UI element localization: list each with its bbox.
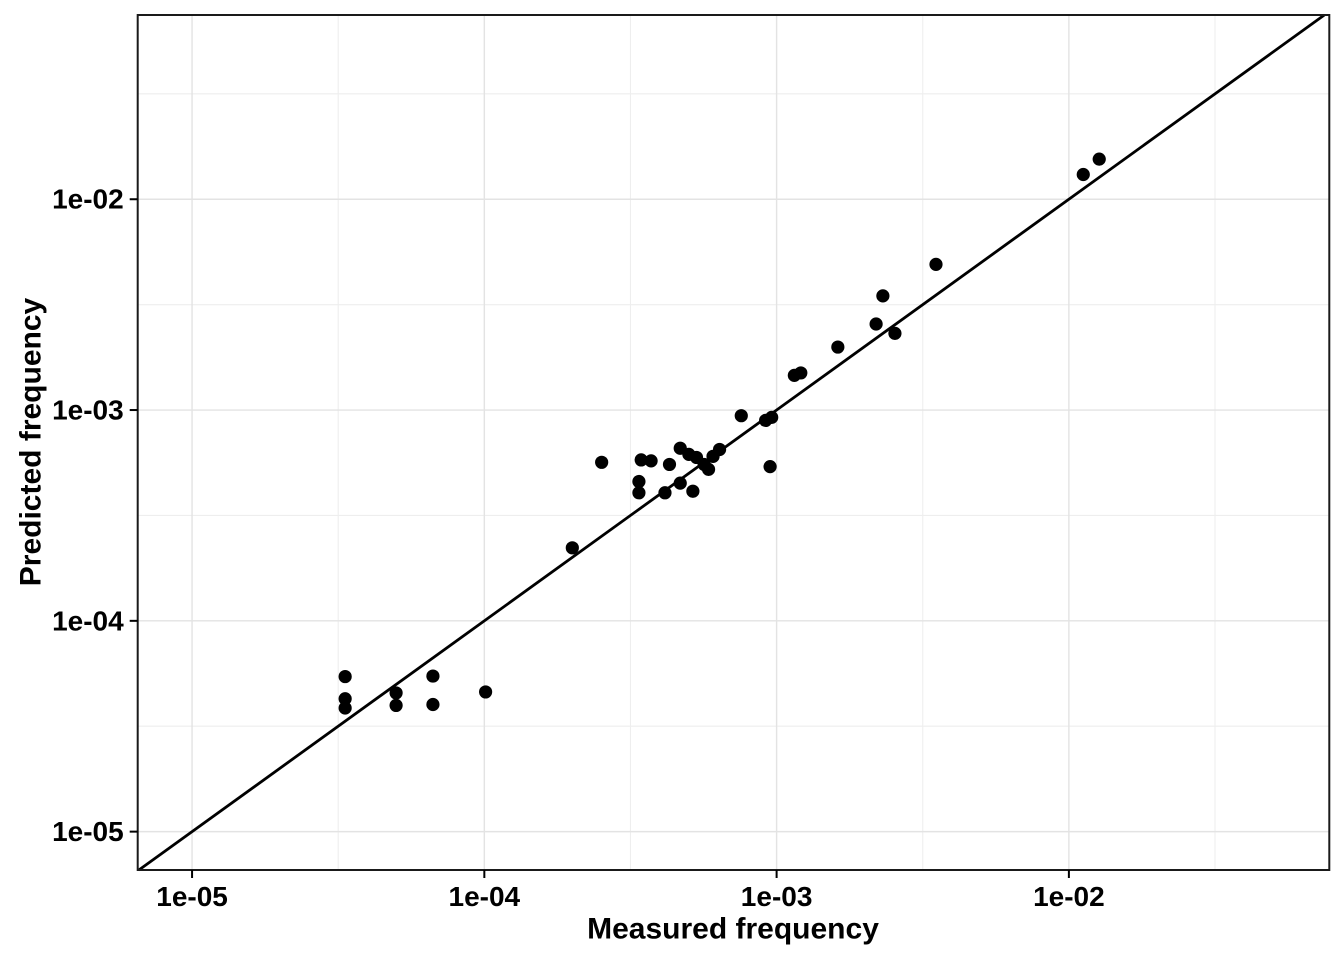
identity-line: [138, 13, 1326, 872]
y-tick-label: 1e-05: [52, 816, 124, 847]
data-point: [794, 366, 808, 380]
data-point: [929, 257, 943, 271]
data-point: [634, 453, 648, 467]
x-tick-label: 1e-04: [449, 881, 521, 912]
identity-line-layer: [138, 13, 1326, 872]
data-point: [658, 486, 672, 500]
axes: 1e-05 1e-04 1e-03 1e-02 1e-05 1e-04 1e-03 1e-02: [52, 14, 1331, 912]
y-axis-title: Predicted frequency: [15, 297, 48, 586]
x-axis-title: Measured frequency: [587, 913, 879, 946]
data-point: [869, 317, 883, 331]
data-point: [338, 701, 352, 715]
data-point: [876, 289, 890, 303]
y-tick-label: 1e-02: [52, 184, 124, 215]
data-point: [426, 697, 440, 712]
data-point: [478, 685, 493, 699]
data-point: [632, 474, 646, 489]
data-point: [338, 669, 352, 684]
x-tick-label: 1e-03: [741, 881, 813, 912]
data-point: [831, 340, 845, 354]
data-point: [686, 484, 700, 498]
gridlines: [137, 15, 1330, 870]
y-tick-label: 1e-03: [52, 395, 124, 426]
x-tick-label: 1e-05: [156, 881, 228, 912]
data-point: [632, 486, 646, 500]
data-points: [338, 152, 1106, 715]
data-point: [1092, 152, 1106, 166]
data-point: [734, 409, 748, 423]
data-point: [426, 669, 440, 683]
panel-border: [136, 14, 1331, 871]
data-point: [662, 457, 677, 472]
data-point: [673, 476, 687, 490]
data-point: [1076, 167, 1090, 182]
data-point: [644, 454, 658, 468]
data-point: [595, 455, 609, 469]
data-point: [338, 692, 352, 706]
y-tick-label: 1e-04: [52, 605, 124, 636]
data-point: [888, 326, 902, 340]
data-point: [389, 686, 403, 700]
data-point: [712, 442, 727, 457]
data-point: [763, 460, 777, 474]
data-point: [701, 462, 716, 476]
x-tick-label: 1e-02: [1033, 881, 1105, 912]
data-point: [565, 541, 579, 555]
data-point: [765, 410, 779, 424]
data-point: [389, 698, 403, 713]
